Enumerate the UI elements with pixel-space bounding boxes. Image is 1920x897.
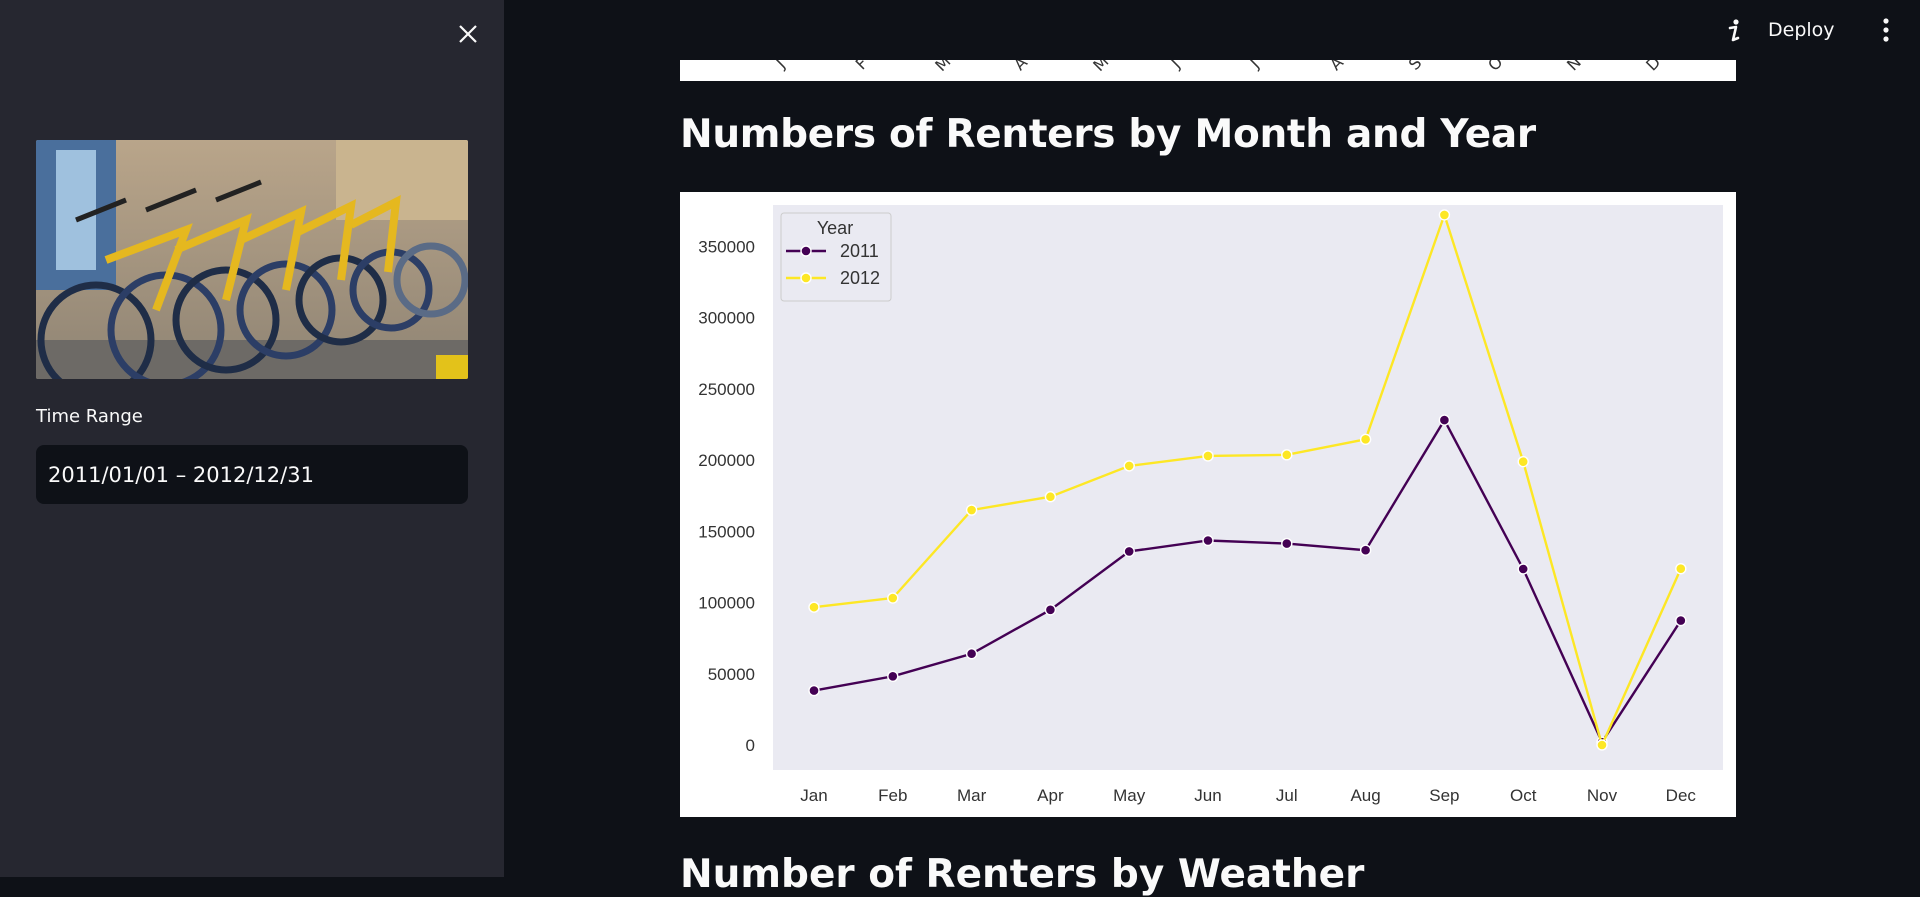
prev-chart-tick-label: A <box>1325 60 1348 75</box>
section-heading-renters-by-weather: Number of Renters by Weather <box>680 852 1365 897</box>
time-range-label: Time Range <box>36 406 143 427</box>
close-sidebar-button[interactable] <box>452 18 484 50</box>
data-point-2012-Aug <box>1359 433 1372 446</box>
data-point-2011-Apr <box>1044 604 1057 616</box>
legend-title: Year <box>817 218 853 238</box>
legend: Year 2011 2012 <box>780 212 892 302</box>
deploy-button[interactable]: Deploy <box>1768 19 1835 41</box>
prev-chart-tick-label: S <box>1404 60 1426 74</box>
y-tick-label: 350000 <box>698 237 755 256</box>
renters-by-month-chart: 0 50000 100000 150000 200000 250000 300000 3500… <box>680 192 1736 817</box>
data-point-2011-Aug <box>1359 544 1372 556</box>
legend-swatch-marker-2011 <box>800 245 812 257</box>
x-tick-label: Dec <box>1666 786 1697 805</box>
data-point-2012-Jan <box>808 601 820 613</box>
x-tick-label: Jan <box>800 786 827 805</box>
x-tick-label: Mar <box>957 786 987 805</box>
x-tick-label: Jul <box>1276 786 1298 805</box>
data-point-2012-Oct <box>1517 455 1529 468</box>
x-tick-label: May <box>1113 786 1146 805</box>
plot-area <box>773 205 1723 770</box>
x-tick-label: Jun <box>1194 786 1221 805</box>
data-point-2012-Feb <box>887 592 899 604</box>
prev-chart-tick-label: M <box>1089 60 1113 76</box>
data-point-2012-Jul <box>1281 449 1293 461</box>
series-line-2011 <box>813 417 1682 745</box>
data-point-2012-Dec <box>1675 563 1687 575</box>
data-point-2012-Jun <box>1202 450 1214 462</box>
data-point-2011-May <box>1123 545 1135 558</box>
data-point-2012-Sep <box>1438 209 1451 221</box>
y-tick-label: 200000 <box>698 451 755 470</box>
data-point-2011-Oct <box>1517 563 1529 575</box>
legend-label-2012: 2012 <box>840 268 880 288</box>
section-heading-renters-by-month: Numbers of Renters by Month and Year <box>680 112 1536 157</box>
data-point-2011-Jan <box>808 684 820 697</box>
more-menu-icon[interactable] <box>1875 14 1897 46</box>
data-point-2011-Feb <box>887 670 899 682</box>
data-point-2012-Apr <box>1044 491 1057 503</box>
y-tick-label: 250000 <box>698 380 755 399</box>
x-tick-label: Feb <box>878 786 907 805</box>
prev-chart-tick-label: O <box>1484 60 1507 75</box>
info-icon[interactable] <box>1720 14 1748 46</box>
y-tick-label: 100000 <box>698 594 755 613</box>
data-point-2012-Nov <box>1596 739 1608 751</box>
prev-chart-tick-label: J <box>771 60 789 72</box>
x-tick-label: Apr <box>1037 786 1064 805</box>
y-tick-label: 300000 <box>698 309 755 328</box>
data-point-2012-May <box>1123 460 1135 472</box>
time-range-input[interactable]: 2011/01/01 – 2012/12/31 <box>36 445 468 504</box>
data-point-2011-Dec <box>1675 614 1687 627</box>
sidebar: Time Range 2011/01/01 – 2012/12/31 <box>0 0 504 877</box>
x-tick-label: Oct <box>1510 786 1537 805</box>
x-tick-label: Sep <box>1429 786 1459 805</box>
prev-chart-tick-label: N <box>1563 60 1585 75</box>
data-point-2011-Mar <box>965 648 978 660</box>
data-point-2011-Jun <box>1202 534 1214 547</box>
series-line-2012 <box>813 211 1682 749</box>
legend-swatch-marker-2012 <box>800 272 812 284</box>
y-tick-label: 150000 <box>698 522 755 541</box>
data-point-2011-Jul <box>1281 537 1293 550</box>
close-icon <box>459 25 477 43</box>
data-point-2012-Mar <box>965 504 978 516</box>
prev-chart-tick-label: F <box>851 60 872 74</box>
bicycles-image <box>36 140 468 379</box>
prev-chart-tick-label: J <box>1245 60 1263 72</box>
prev-chart-tick-label: D <box>1642 60 1665 75</box>
legend-label-2011: 2011 <box>840 241 879 261</box>
prev-chart-tick-label: M <box>931 60 955 76</box>
x-tick-label: Aug <box>1350 786 1380 805</box>
prev-chart-tick-label: J <box>1166 60 1184 72</box>
data-point-2011-Sep <box>1438 414 1451 426</box>
y-tick-label: 50000 <box>708 665 755 684</box>
prev-chart-tick-label: A <box>1009 60 1032 75</box>
x-tick-label: Nov <box>1587 786 1618 805</box>
y-tick-label: 0 <box>746 736 755 755</box>
